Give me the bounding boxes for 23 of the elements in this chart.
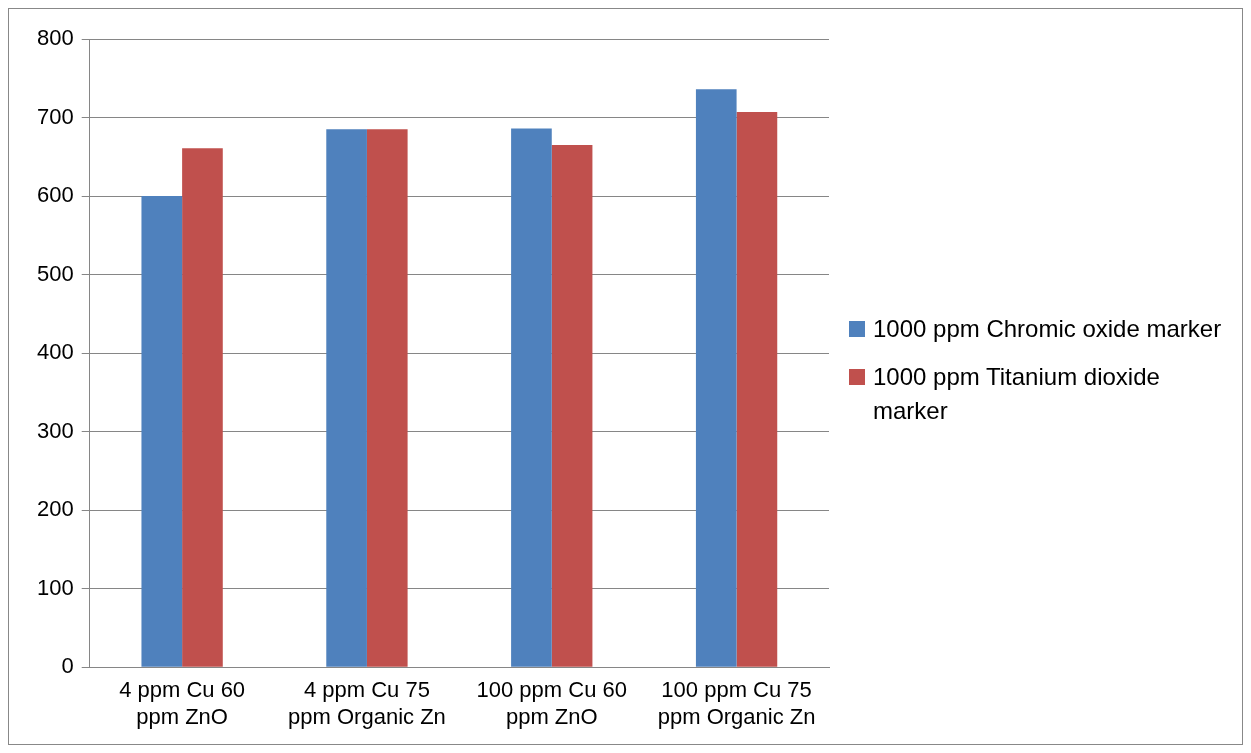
- legend-label: 1000 ppm Titanium dioxide marker: [873, 361, 1161, 426]
- bar: [141, 196, 183, 667]
- y-tick-label: 800: [36, 25, 74, 51]
- y-tick-label: 700: [36, 103, 74, 129]
- bar: [366, 129, 408, 667]
- y-tick-label: 600: [36, 182, 74, 208]
- x-tick-label: 4 ppm Cu 60 ppm ZnO: [119, 677, 246, 729]
- x-tick-label: 100 ppm Cu 75 ppm Organic Zn: [657, 677, 816, 729]
- bar: [551, 145, 593, 667]
- y-tick-label: 300: [36, 417, 74, 443]
- y-tick-label: 200: [36, 496, 74, 522]
- x-tick-label: 4 ppm Cu 75 ppm Organic Zn: [288, 677, 446, 729]
- bar: [182, 148, 223, 667]
- bar: [326, 129, 367, 667]
- y-tick-label: 400: [36, 339, 74, 365]
- y-tick-label: 0: [61, 653, 74, 679]
- bar: [695, 89, 737, 667]
- y-tick-label: 100: [36, 574, 74, 600]
- legend-label: 1000 ppm Chromic oxide marker: [873, 313, 1222, 344]
- y-tick-label: 500: [36, 260, 74, 286]
- bar: [511, 128, 552, 667]
- bar: [736, 112, 778, 667]
- x-tick-label: 100 ppm Cu 60 ppm ZnO: [476, 677, 627, 729]
